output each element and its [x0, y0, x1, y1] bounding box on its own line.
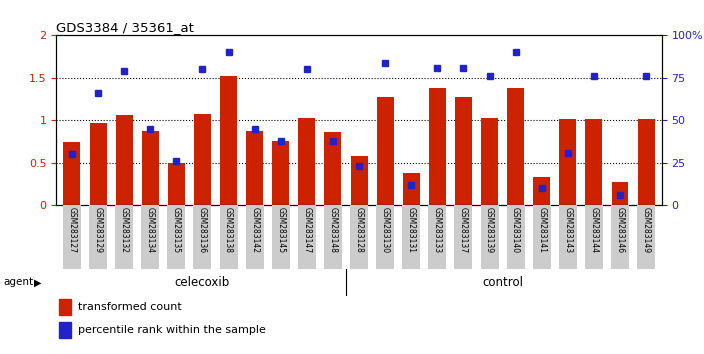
Bar	[611, 205, 629, 269]
Text: GSM283139: GSM283139	[485, 207, 494, 253]
Bar	[168, 163, 185, 205]
Bar	[324, 205, 342, 269]
Text: GSM283144: GSM283144	[589, 207, 598, 253]
Bar	[429, 88, 446, 205]
Text: GSM283129: GSM283129	[94, 207, 103, 253]
Bar	[586, 119, 603, 205]
Bar	[637, 205, 655, 269]
Text: ▶: ▶	[34, 277, 42, 287]
Bar	[220, 205, 237, 269]
Bar	[507, 88, 524, 205]
Bar	[428, 205, 446, 269]
Bar	[455, 97, 472, 205]
Text: GSM283132: GSM283132	[120, 207, 129, 253]
Text: GSM283127: GSM283127	[68, 207, 77, 253]
Bar	[325, 132, 341, 205]
Bar	[533, 177, 551, 205]
Text: GSM283148: GSM283148	[329, 207, 337, 253]
Bar	[559, 205, 577, 269]
Bar	[402, 205, 420, 269]
Text: GSM283131: GSM283131	[407, 207, 416, 253]
Bar	[59, 299, 72, 315]
Text: percentile rank within the sample: percentile rank within the sample	[77, 325, 265, 335]
Bar	[115, 115, 132, 205]
Bar	[272, 205, 290, 269]
Text: GSM283138: GSM283138	[224, 207, 233, 253]
Bar	[142, 205, 159, 269]
Bar	[59, 322, 72, 338]
Text: GSM283143: GSM283143	[563, 207, 572, 253]
Text: celecoxib: celecoxib	[175, 276, 230, 289]
Text: GSM283136: GSM283136	[198, 207, 207, 253]
Bar	[377, 97, 394, 205]
Text: GSM283147: GSM283147	[302, 207, 311, 253]
Bar	[115, 205, 133, 269]
Bar	[220, 76, 237, 205]
Text: GSM283134: GSM283134	[146, 207, 155, 253]
Text: GSM283130: GSM283130	[381, 207, 389, 253]
Bar	[351, 156, 367, 205]
Bar	[89, 205, 107, 269]
Bar	[63, 142, 80, 205]
Bar	[560, 119, 577, 205]
Bar	[481, 118, 498, 205]
Text: GDS3384 / 35361_at: GDS3384 / 35361_at	[56, 21, 194, 34]
Bar	[89, 123, 106, 205]
Bar	[298, 118, 315, 205]
Text: GSM283142: GSM283142	[250, 207, 259, 253]
Bar	[194, 114, 211, 205]
Bar	[168, 205, 185, 269]
Bar	[298, 205, 316, 269]
Bar	[246, 205, 264, 269]
Bar	[638, 119, 655, 205]
Text: GSM283135: GSM283135	[172, 207, 181, 253]
Text: GSM283141: GSM283141	[537, 207, 546, 253]
Bar	[481, 205, 498, 269]
Text: agent: agent	[4, 277, 34, 287]
Bar	[376, 205, 394, 269]
Bar	[612, 182, 629, 205]
Text: GSM283140: GSM283140	[511, 207, 520, 253]
Bar	[507, 205, 524, 269]
Bar	[246, 131, 263, 205]
Bar	[403, 173, 420, 205]
Text: GSM283137: GSM283137	[459, 207, 468, 253]
Text: control: control	[482, 276, 523, 289]
Bar	[194, 205, 211, 269]
Text: GSM283149: GSM283149	[641, 207, 650, 253]
Text: GSM283145: GSM283145	[276, 207, 285, 253]
Bar	[585, 205, 603, 269]
Bar	[272, 141, 289, 205]
Bar	[454, 205, 472, 269]
Text: GSM283128: GSM283128	[355, 207, 363, 253]
Text: transformed count: transformed count	[77, 302, 181, 312]
Bar	[533, 205, 551, 269]
Bar	[142, 131, 158, 205]
Text: GSM283133: GSM283133	[433, 207, 442, 253]
Bar	[350, 205, 368, 269]
Text: GSM283146: GSM283146	[615, 207, 624, 253]
Bar	[63, 205, 81, 269]
